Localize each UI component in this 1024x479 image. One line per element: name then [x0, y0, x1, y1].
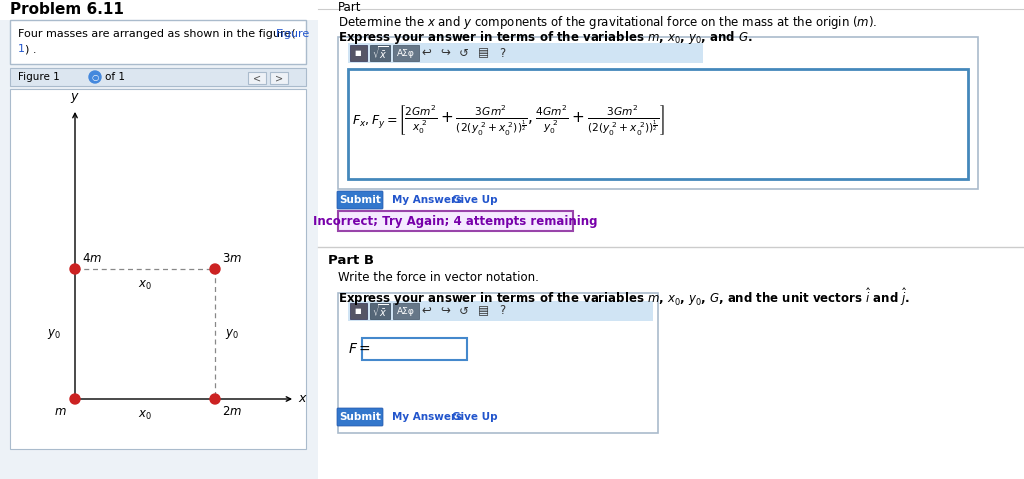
Text: ?: ?	[499, 46, 505, 59]
Text: Write the force in vector notation.: Write the force in vector notation.	[338, 271, 539, 284]
FancyBboxPatch shape	[10, 89, 306, 449]
Text: My Answers: My Answers	[392, 195, 462, 205]
Text: of 1: of 1	[105, 72, 125, 82]
Circle shape	[210, 394, 220, 404]
Text: $x_0$: $x_0$	[138, 409, 152, 422]
Text: 1: 1	[18, 44, 25, 54]
Bar	[0, 0, 318, 479]
Text: ↩: ↩	[421, 305, 431, 318]
Circle shape	[70, 264, 80, 274]
Text: ○: ○	[91, 72, 98, 81]
Text: >: >	[274, 73, 283, 83]
Text: Figure 1: Figure 1	[18, 72, 59, 82]
FancyBboxPatch shape	[348, 69, 968, 179]
Text: $\left[\frac{2Gm^2}{x_0^{\ 2}}+\frac{3Gm^2}{(2(y_0^{\ 2}+x_0^{\ 2}))^{\frac{1}{2: $\left[\frac{2Gm^2}{x_0^{\ 2}}+\frac{3Gm…	[398, 104, 665, 138]
FancyBboxPatch shape	[350, 45, 367, 61]
Text: $y_0$: $y_0$	[47, 327, 61, 341]
Text: Part: Part	[338, 1, 361, 14]
FancyBboxPatch shape	[370, 45, 390, 61]
FancyBboxPatch shape	[10, 68, 306, 86]
Text: $F_x, F_y =$: $F_x, F_y =$	[352, 113, 397, 129]
Text: $3m$: $3m$	[222, 252, 242, 265]
FancyBboxPatch shape	[248, 72, 266, 84]
Text: $x$: $x$	[298, 392, 308, 406]
FancyBboxPatch shape	[393, 45, 419, 61]
Text: AΣφ: AΣφ	[397, 307, 415, 316]
Text: Express your answer in terms of the variables $m$, $x_0$, $y_0$, $G$, and the un: Express your answer in terms of the vari…	[338, 286, 910, 308]
Text: $y_0$: $y_0$	[225, 327, 239, 341]
Text: Give Up: Give Up	[452, 195, 498, 205]
Text: ?: ?	[499, 305, 505, 318]
FancyBboxPatch shape	[338, 293, 658, 433]
Text: $m$: $m$	[54, 405, 67, 418]
Text: ↪: ↪	[440, 305, 450, 318]
Circle shape	[210, 264, 220, 274]
Text: ) .: ) .	[25, 44, 37, 54]
Text: $\sqrt{\bar{x}}$: $\sqrt{\bar{x}}$	[372, 45, 388, 61]
Bar	[0, 0, 318, 20]
FancyBboxPatch shape	[370, 303, 390, 319]
Text: $\sqrt{\bar{x}}$: $\sqrt{\bar{x}}$	[372, 303, 388, 319]
Text: AΣφ: AΣφ	[397, 48, 415, 57]
Text: $F=$: $F=$	[348, 342, 371, 356]
Text: ■: ■	[354, 50, 361, 56]
Text: My Answers: My Answers	[392, 412, 462, 422]
Text: Four masses are arranged as shown in the figure(: Four masses are arranged as shown in the…	[18, 29, 296, 39]
FancyBboxPatch shape	[393, 303, 419, 319]
FancyBboxPatch shape	[270, 72, 288, 84]
FancyBboxPatch shape	[350, 303, 367, 319]
FancyBboxPatch shape	[348, 301, 653, 321]
Text: ↺: ↺	[459, 46, 469, 59]
Text: Submit: Submit	[339, 195, 381, 205]
Text: Give Up: Give Up	[452, 412, 498, 422]
FancyBboxPatch shape	[362, 338, 467, 360]
FancyBboxPatch shape	[337, 191, 383, 209]
Text: Problem 6.11: Problem 6.11	[10, 1, 124, 16]
Circle shape	[70, 394, 80, 404]
FancyBboxPatch shape	[348, 43, 703, 63]
Text: ↪: ↪	[440, 46, 450, 59]
Text: ↩: ↩	[421, 46, 431, 59]
Text: $2m$: $2m$	[222, 405, 242, 418]
Text: Submit: Submit	[339, 412, 381, 422]
Text: ■: ■	[354, 308, 361, 314]
Text: ▤: ▤	[477, 46, 488, 59]
Text: Determine the $x$ and $y$ components of the gravitational force on the mass at t: Determine the $x$ and $y$ components of …	[338, 14, 878, 31]
FancyBboxPatch shape	[338, 211, 573, 231]
Text: ▤: ▤	[477, 305, 488, 318]
Text: Figure: Figure	[276, 29, 310, 39]
Text: Incorrect; Try Again; 4 attempts remaining: Incorrect; Try Again; 4 attempts remaini…	[312, 215, 597, 228]
Text: $4m$: $4m$	[82, 252, 102, 265]
FancyBboxPatch shape	[337, 408, 383, 426]
Text: Express your answer in terms of the variables $m$, $x_0$, $y_0$, and $G$.: Express your answer in terms of the vari…	[338, 29, 753, 46]
FancyBboxPatch shape	[338, 37, 978, 189]
Text: ↺: ↺	[459, 305, 469, 318]
Bar	[318, 0, 1024, 479]
Circle shape	[89, 71, 101, 83]
Text: $x_0$: $x_0$	[138, 279, 152, 292]
Text: $y$: $y$	[70, 91, 80, 105]
FancyBboxPatch shape	[10, 20, 306, 64]
Text: Part B: Part B	[328, 254, 374, 267]
Text: <: <	[253, 73, 261, 83]
